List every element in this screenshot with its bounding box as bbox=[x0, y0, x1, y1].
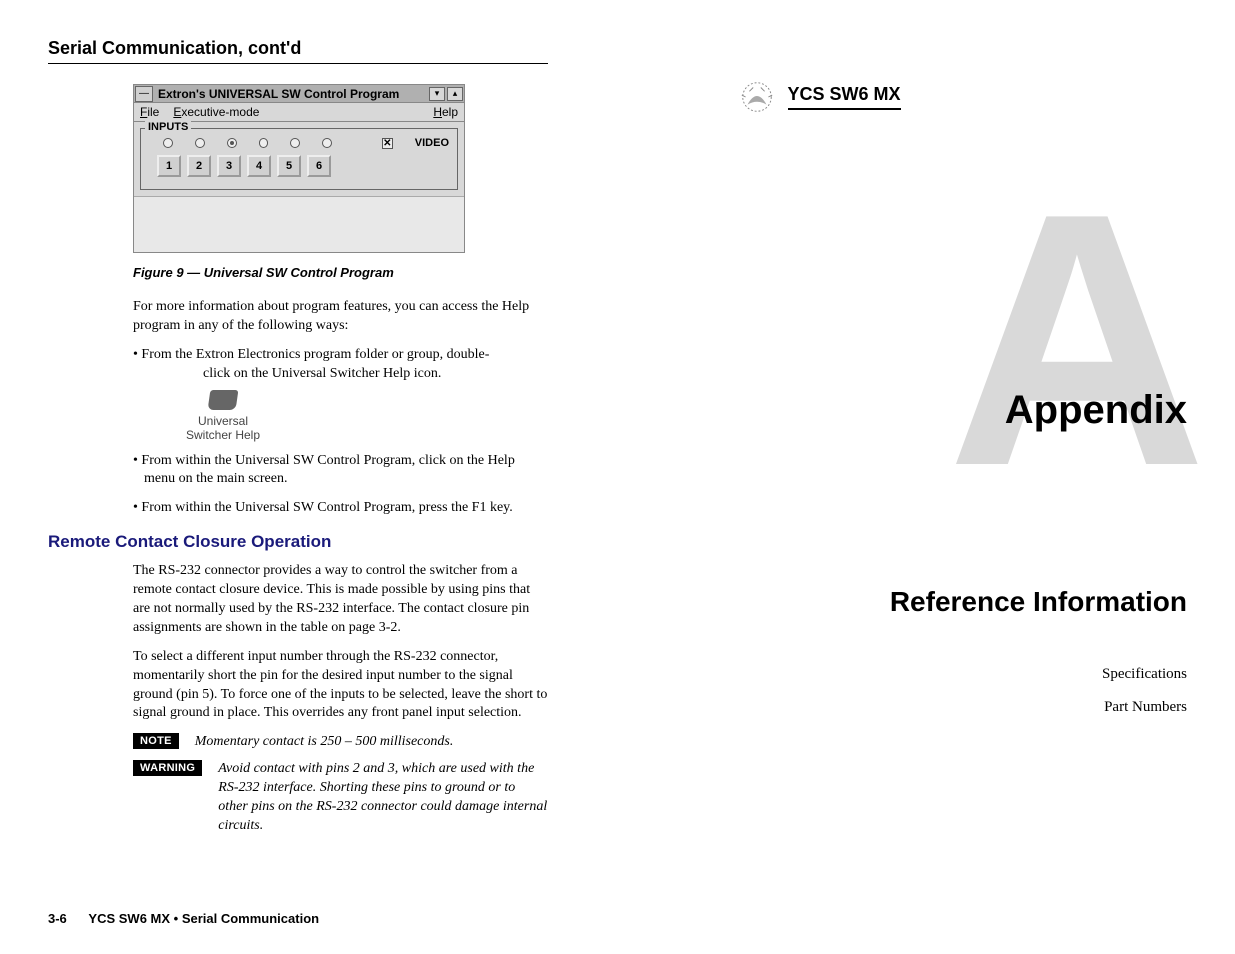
para-2: To select a different input number throu… bbox=[133, 648, 548, 724]
page-number: 3-6 bbox=[48, 911, 67, 926]
sysmenu-icon[interactable]: — bbox=[135, 86, 153, 102]
left-page: Serial Communication, cont'd — Extron's … bbox=[0, 0, 618, 954]
input-radio-3[interactable] bbox=[227, 138, 237, 148]
model-name: YCS SW6 MX bbox=[788, 84, 901, 110]
subsection-title: Remote Contact Closure Operation bbox=[48, 532, 548, 552]
video-checkbox[interactable]: ✕ bbox=[382, 138, 393, 149]
app-blank-area bbox=[134, 196, 464, 252]
note-row: NOTE Momentary contact is 250 – 500 mill… bbox=[133, 733, 548, 752]
extron-logo-icon bbox=[738, 78, 776, 116]
warning-tag: WARNING bbox=[133, 760, 202, 776]
app-menubar: File Executive-mode Help bbox=[134, 103, 464, 122]
app-title: Extron's UNIVERSAL SW Control Program bbox=[154, 87, 428, 101]
maximize-button[interactable]: ▴ bbox=[447, 87, 463, 101]
reference-title: Reference Information bbox=[688, 586, 1188, 618]
input-button-6[interactable]: 6 bbox=[307, 155, 331, 177]
input-button-3[interactable]: 3 bbox=[217, 155, 241, 177]
app-titlebar: — Extron's UNIVERSAL SW Control Program … bbox=[134, 85, 464, 103]
input-button-5[interactable]: 5 bbox=[277, 155, 301, 177]
inputs-frame: INPUTS ✕ VIDEO 1 2 3 4 5 bbox=[140, 128, 458, 190]
input-button-4[interactable]: 4 bbox=[247, 155, 271, 177]
footer-text: YCS SW6 MX • Serial Communication bbox=[88, 911, 319, 926]
app-window: — Extron's UNIVERSAL SW Control Program … bbox=[133, 84, 465, 253]
menu-executive-mode[interactable]: Executive-mode bbox=[173, 105, 259, 119]
input-radio-6[interactable] bbox=[322, 138, 332, 148]
menu-file[interactable]: File bbox=[140, 105, 159, 119]
appendix-graphic: A Appendix bbox=[688, 196, 1188, 526]
right-header: YCS SW6 MX bbox=[738, 78, 1188, 116]
para-1: The RS-232 connector provides a way to c… bbox=[133, 562, 548, 638]
bullet-1: • From the Extron Electronics program fo… bbox=[133, 346, 548, 365]
input-button-2[interactable]: 2 bbox=[187, 155, 211, 177]
section-title: Serial Communication, cont'd bbox=[48, 38, 548, 64]
warning-text: Avoid contact with pins 2 and 3, which a… bbox=[218, 760, 547, 836]
book-icon bbox=[208, 390, 239, 410]
warning-row: WARNING Avoid contact with pins 2 and 3,… bbox=[133, 760, 548, 836]
appendix-label: Appendix bbox=[1005, 388, 1187, 433]
help-icon-block: Universal Switcher Help bbox=[178, 390, 268, 442]
app-body: INPUTS ✕ VIDEO 1 2 3 4 5 bbox=[134, 122, 464, 196]
note-tag: NOTE bbox=[133, 733, 179, 749]
reference-items: Specifications Part Numbers bbox=[688, 658, 1188, 724]
footer-left: 3-6 YCS SW6 MX • Serial Communication bbox=[48, 911, 319, 926]
input-radio-2[interactable] bbox=[195, 138, 205, 148]
bullet-3: • From within the Universal SW Control P… bbox=[133, 499, 548, 518]
ref-item-specifications: Specifications bbox=[688, 658, 1188, 691]
input-radio-5[interactable] bbox=[290, 138, 300, 148]
note-text: Momentary contact is 250 – 500 milliseco… bbox=[195, 733, 548, 752]
big-letter: A bbox=[947, 196, 1197, 484]
bullet-1-cont: click on the Universal Switcher Help ico… bbox=[203, 365, 548, 384]
inputs-radios: ✕ VIDEO bbox=[163, 137, 449, 149]
help-icon-label: Universal Switcher Help bbox=[178, 414, 268, 442]
right-page: YCS SW6 MX A Appendix Reference Informat… bbox=[618, 0, 1235, 954]
input-radio-4[interactable] bbox=[259, 138, 269, 148]
figure-caption: Figure 9 — Universal SW Control Program bbox=[133, 265, 548, 280]
menu-help[interactable]: Help bbox=[433, 105, 458, 119]
video-label: VIDEO bbox=[415, 137, 449, 149]
intro-text: For more information about program featu… bbox=[133, 298, 548, 336]
bullet-2: • From within the Universal SW Control P… bbox=[133, 452, 548, 490]
inputs-buttons: 1 2 3 4 5 6 bbox=[157, 155, 449, 177]
input-radio-1[interactable] bbox=[163, 138, 173, 148]
input-button-1[interactable]: 1 bbox=[157, 155, 181, 177]
inputs-legend: INPUTS bbox=[145, 121, 191, 133]
minimize-button[interactable]: ▾ bbox=[429, 87, 445, 101]
ref-item-part-numbers: Part Numbers bbox=[688, 691, 1188, 724]
